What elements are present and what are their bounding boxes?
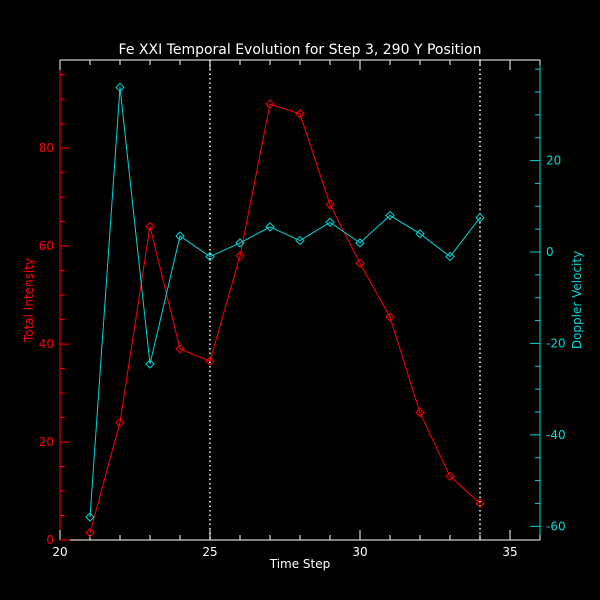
intensity-point <box>175 344 185 354</box>
velocity-point <box>355 238 365 248</box>
velocity-point <box>385 210 395 221</box>
x-axis-label: Time Step <box>269 557 331 571</box>
intensity-point <box>445 471 455 482</box>
y-right-tick-label: 20 <box>546 154 561 168</box>
velocity-point <box>205 251 215 262</box>
intensity-point <box>325 199 335 210</box>
y-right-tick-label: -20 <box>546 336 566 350</box>
y-left-tick-label: 40 <box>39 337 54 351</box>
intensity-point <box>415 407 425 418</box>
chart-title: Fe XXI Temporal Evolution for Step 3, 29… <box>119 42 482 58</box>
velocity-point <box>85 512 95 522</box>
y-right-tick-label: 0 <box>546 245 554 259</box>
x-tick-label: 30 <box>352 545 367 559</box>
velocity-point <box>115 82 125 93</box>
intensity-point <box>205 356 215 366</box>
velocity-point <box>445 251 455 262</box>
intensity-point <box>475 498 485 508</box>
y-axis-left-label: Total Intensity <box>22 258 36 343</box>
intensity-point <box>145 221 155 232</box>
y-axis-right-label: Doppler Velocity <box>570 251 584 349</box>
y-right-tick-label: -40 <box>546 428 566 442</box>
x-tick-label: 25 <box>202 545 217 559</box>
x-tick-label: 20 <box>52 545 67 559</box>
intensity-point <box>235 251 245 261</box>
intensity-point <box>295 109 305 119</box>
velocity-point <box>325 217 335 227</box>
velocity-point <box>265 222 275 232</box>
velocity-point <box>145 359 155 369</box>
intensity-point <box>385 312 395 322</box>
velocity-point <box>295 235 305 246</box>
velocity-point <box>475 213 485 223</box>
y-left-tick-label: 20 <box>39 435 54 449</box>
velocity-point <box>415 229 425 239</box>
velocity-point <box>175 231 185 241</box>
intensity-point <box>265 99 275 109</box>
x-tick-label: 35 <box>502 545 517 559</box>
y-left-tick-label: 0 <box>46 533 54 547</box>
y-left-tick-label: 80 <box>39 141 54 155</box>
intensity-point <box>115 417 125 428</box>
intensity-point <box>355 258 365 268</box>
velocity-point <box>235 238 245 248</box>
velocity-line <box>89 87 481 518</box>
intensity-line <box>89 103 481 533</box>
y-right-tick-label: -60 <box>546 519 566 533</box>
y-left-tick-label: 60 <box>39 239 54 253</box>
intensity-point <box>85 527 95 538</box>
